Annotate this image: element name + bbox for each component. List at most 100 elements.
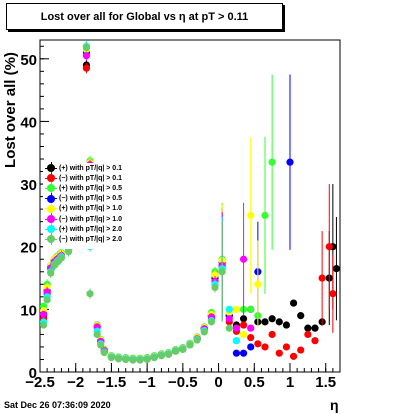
data-point [247,305,255,313]
y-tick-label: 0 [29,365,37,382]
data-point [239,349,248,357]
data-point [207,318,216,326]
data-point [311,324,319,332]
legend-marker [45,162,57,175]
data-point [43,288,51,296]
legend-entry: (+) with pT/|q| > 2.0 [43,223,163,236]
data-point [107,353,116,362]
x-tick-label: −2 [67,374,84,391]
data-point [39,310,48,318]
legend-entry: (+) with pT/|q| > 1.0 [43,202,163,215]
legend-marker [45,213,57,226]
data-point [218,268,226,276]
data-point [311,337,319,345]
legend-marker [45,192,57,205]
x-tick-label: −1 [139,374,156,391]
y-tick-label: 30 [20,177,37,194]
legend-entry: (−) with pT/|q| > 1.0 [43,213,163,226]
data-point [225,305,233,313]
x-tick-label: 0 [214,374,222,391]
data-point [200,328,208,336]
legend-label: (+) with pT/|q| > 1.0 [59,205,123,213]
legend-label: (−) with pT/|q| > 1.0 [59,215,123,223]
data-point [247,343,255,351]
legend-label: (−) with pT/|q| > 0.5 [59,195,123,203]
legend-entry: (+) with pT/|q| > 0.1 [43,162,163,175]
data-point [239,255,248,263]
x-axis-label: η [330,397,339,413]
data-point [82,64,91,72]
data-point [150,353,158,362]
data-point [254,280,262,288]
data-point [86,290,94,298]
y-tick-label: 40 [20,114,37,131]
legend-label: (−) with pT/|q| > 2.0 [59,235,123,243]
x-tick-label: 1.5 [315,374,336,391]
data-point [93,330,101,339]
data-point [232,324,241,332]
data-point [275,318,283,326]
legend-entry: (+) with pT/|q| > 0.5 [43,182,163,195]
legend-marker [45,223,57,236]
data-point [57,254,66,262]
data-point [247,324,255,332]
data-point [82,43,91,52]
data-point [289,299,298,307]
legend: (+) with pT/|q| > 0.1 (−) with pT/|q| > 0… [43,162,163,249]
data-point [325,243,333,251]
data-point [268,158,276,166]
y-axis-label: Lost over all (%) [2,52,19,168]
axes: −2.5 −2 −1.5 −1 −0.5 0 0.5 1 1.5 0 10 20 30 40 50 [20,45,341,391]
data-point [122,355,130,364]
data-point [211,271,219,279]
legend-marker [45,233,57,246]
data-point [261,343,269,351]
data-point [268,330,276,339]
data-point [100,348,108,357]
x-tick-label: −0.5 [168,374,198,391]
data-point [232,349,241,357]
legend-label: (+) with pT/|q| > 2.0 [59,225,123,233]
data-point [268,315,276,323]
data-point [261,211,269,219]
data-point [239,321,248,329]
data-point [254,340,262,348]
legend-label: (+) with pT/|q| > 0.1 [59,164,123,172]
legend-marker [45,202,57,215]
data-point [225,315,233,323]
data-point [239,330,248,339]
data-point [318,274,326,282]
data-point [304,324,312,332]
data-point [261,318,269,326]
data-point [211,283,219,292]
y-tick-label: 10 [20,302,37,319]
legend-entry: (−) with pT/|q| > 0.5 [43,192,163,205]
data-point [329,290,337,298]
data-point [275,349,283,357]
data-point [64,248,73,256]
data-point [143,355,151,364]
data-point [225,324,233,332]
x-tick-label: 1 [286,374,294,391]
data-point [239,315,248,323]
legend-marker [45,182,57,195]
x-tick-label: −2.5 [25,374,55,391]
data-point [114,355,123,363]
data-point [282,343,291,351]
legend-label: (+) with pT/|q| > 0.5 [59,184,123,192]
x-tick-label: 0.5 [244,374,265,391]
chart-title: Lost over all for Global vs η at pT > 0.… [6,3,283,30]
data-point [164,350,173,359]
data-point [332,265,341,273]
y-tick-label: 20 [20,240,37,257]
data-point [247,333,255,342]
data-point [286,158,294,166]
date-stamp: Sat Dec 26 07:36:09 2020 [4,400,111,410]
data-point [39,321,48,329]
data-point [297,312,305,320]
legend-label: (−) with pT/|q| > 0.1 [59,174,123,182]
data-point [232,305,241,313]
data-point [129,356,137,364]
data-point [247,211,255,219]
series-7 [39,42,233,364]
